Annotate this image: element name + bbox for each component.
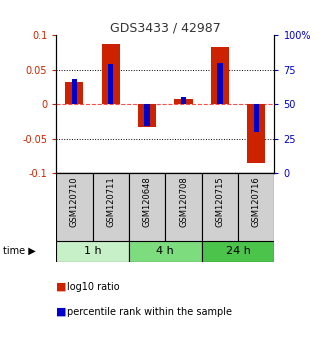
Bar <box>217 63 223 104</box>
Text: log10 ratio: log10 ratio <box>67 282 120 292</box>
Bar <box>254 104 259 132</box>
Text: GSM120716: GSM120716 <box>252 177 261 227</box>
Text: GSM120708: GSM120708 <box>179 177 188 227</box>
Text: percentile rank within the sample: percentile rank within the sample <box>67 307 232 316</box>
Text: GSM120711: GSM120711 <box>106 177 115 227</box>
Bar <box>56 173 92 240</box>
Bar <box>181 97 186 104</box>
Bar <box>129 173 165 240</box>
Bar <box>211 47 229 104</box>
Bar <box>238 173 274 240</box>
Bar <box>102 44 120 104</box>
Bar <box>165 173 202 240</box>
Text: 4 h: 4 h <box>156 246 174 256</box>
Bar <box>138 104 156 127</box>
Bar <box>72 80 77 104</box>
Text: GSM120710: GSM120710 <box>70 177 79 227</box>
Bar <box>108 64 113 104</box>
Bar <box>92 173 129 240</box>
Bar <box>247 104 265 163</box>
Text: GSM120648: GSM120648 <box>143 177 152 227</box>
Bar <box>129 240 202 262</box>
Bar <box>144 104 150 126</box>
Bar <box>56 240 129 262</box>
Text: ■: ■ <box>56 282 67 292</box>
Bar <box>202 240 274 262</box>
Bar <box>65 81 83 104</box>
Text: 1 h: 1 h <box>84 246 101 256</box>
Text: GSM120715: GSM120715 <box>215 177 224 227</box>
Title: GDS3433 / 42987: GDS3433 / 42987 <box>110 21 221 34</box>
Text: ■: ■ <box>56 307 67 316</box>
Bar <box>202 173 238 240</box>
Text: 24 h: 24 h <box>226 246 250 256</box>
Text: time ▶: time ▶ <box>3 246 36 256</box>
Bar <box>174 99 193 104</box>
